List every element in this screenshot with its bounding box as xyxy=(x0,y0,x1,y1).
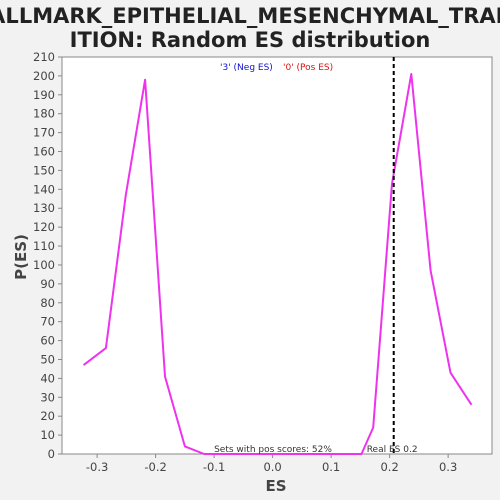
x-tick-label: 0.1 xyxy=(322,460,340,474)
y-tick-label: 200 xyxy=(33,69,55,83)
plot-background xyxy=(61,56,493,455)
y-tick-label: 40 xyxy=(40,371,55,385)
y-tick-label: 20 xyxy=(40,409,55,423)
y-tick-label: 90 xyxy=(40,277,55,291)
y-tick-label: 140 xyxy=(33,182,55,196)
y-tick-label: 180 xyxy=(33,107,55,121)
plot-area: 0 10 20 30 40 50 60 70 80 90 100 110 120 130 140 150 160… xyxy=(33,50,493,474)
y-tick-label: 80 xyxy=(40,296,55,310)
y-axis-title: P(ES) xyxy=(12,234,30,280)
distribution-line xyxy=(82,73,473,455)
y-tick-label: 60 xyxy=(40,334,55,348)
chart-title-line1: HALLMARK_EPITHELIAL_MESENCHYMAL_TRANS xyxy=(0,4,500,28)
x-tick-label: -0.3 xyxy=(86,460,108,474)
y-tick-label: 190 xyxy=(33,88,55,102)
x-axis-title: ES xyxy=(265,477,286,495)
chart-title-line2: ITION: Random ES distribution xyxy=(70,28,431,52)
x-tick-label: 0.2 xyxy=(380,460,398,474)
y-tick-label: 70 xyxy=(40,315,55,329)
x-tick-label: 0.3 xyxy=(439,460,457,474)
y-tick-label: 30 xyxy=(40,390,55,404)
y-tick-label: 120 xyxy=(33,220,55,234)
pos-scores-annotation: Sets with pos scores: 52% xyxy=(214,445,332,455)
y-tick-label: 10 xyxy=(40,428,55,442)
x-tick-label: 0.0 xyxy=(263,460,281,474)
y-tick-label: 50 xyxy=(40,352,55,366)
y-tick-label: 110 xyxy=(33,239,55,253)
legend-neg-es: '3' (Neg ES) xyxy=(220,63,273,73)
y-tick-label: 130 xyxy=(33,201,55,215)
legend-pos-es: '0' (Pos ES) xyxy=(283,63,333,73)
y-tick-label: 0 xyxy=(48,447,55,461)
y-tick-label: 160 xyxy=(33,145,55,159)
x-tick-label: -0.1 xyxy=(203,460,225,474)
y-tick-label: 170 xyxy=(33,126,55,140)
y-tick-label: 210 xyxy=(33,50,55,64)
y-tick-label: 150 xyxy=(33,163,55,177)
real-es-label: Real ES 0.2 xyxy=(367,445,418,455)
x-tick-label: -0.2 xyxy=(144,460,166,474)
y-tick-label: 100 xyxy=(33,258,55,272)
